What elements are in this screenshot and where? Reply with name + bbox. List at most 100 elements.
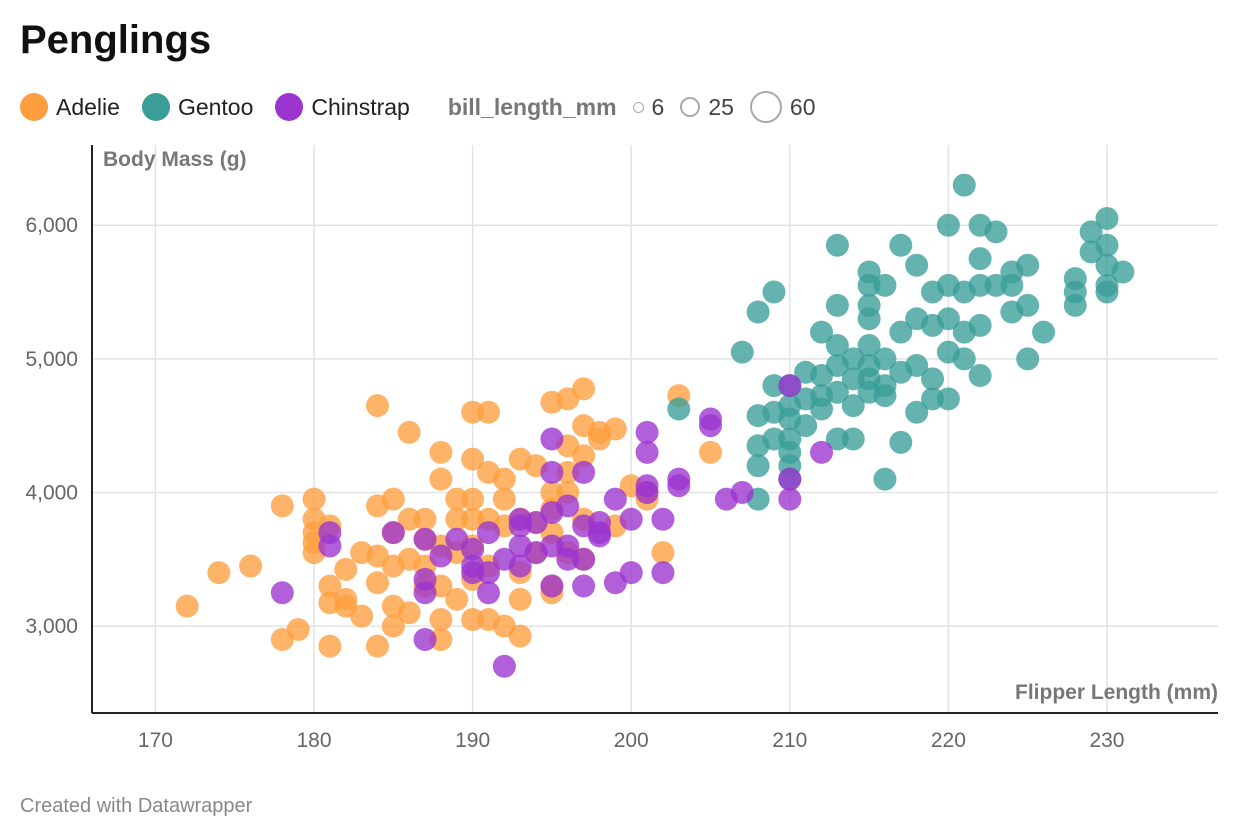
data-point-adelie	[207, 561, 231, 585]
data-point-adelie	[175, 594, 199, 618]
data-point-adelie	[286, 617, 310, 641]
data-point-gentoo	[968, 364, 992, 388]
data-point-adelie	[365, 634, 389, 658]
size-legend-item-small: 6	[632, 94, 664, 121]
data-point-gentoo	[825, 233, 849, 257]
legend-swatch-gentoo	[141, 93, 170, 121]
data-point-adelie	[508, 587, 532, 611]
data-point-adelie	[397, 507, 421, 531]
data-point-adelie	[413, 507, 437, 531]
x-axis-title: Flipper Length (mm)	[1015, 681, 1218, 704]
data-point-chinstrap	[508, 554, 532, 578]
size-legend-label-medium: 25	[708, 93, 734, 120]
data-point-chinstrap	[587, 521, 611, 545]
data-point-adelie	[429, 467, 453, 491]
data-point-gentoo	[841, 427, 865, 451]
data-point-gentoo	[968, 247, 992, 271]
y-tick-label: 5,000	[25, 348, 78, 371]
data-point-chinstrap	[635, 420, 659, 444]
y-tick-label: 4,000	[25, 481, 78, 504]
data-point-gentoo	[667, 397, 691, 421]
data-point-adelie	[461, 447, 485, 471]
data-point-adelie	[540, 480, 564, 504]
data-point-chinstrap	[476, 561, 500, 585]
data-point-gentoo	[762, 427, 786, 451]
data-point-gentoo	[1063, 293, 1087, 317]
data-point-gentoo	[889, 320, 913, 344]
data-point-gentoo	[825, 333, 849, 357]
x-tick-label: 230	[1089, 729, 1124, 752]
data-point-chinstrap	[540, 574, 564, 598]
x-tick-label: 200	[614, 729, 649, 752]
data-point-gentoo	[1095, 280, 1119, 304]
data-point-adelie	[461, 607, 485, 631]
data-point-adelie	[365, 394, 389, 418]
data-point-gentoo	[810, 397, 834, 421]
data-point-gentoo	[810, 320, 834, 344]
legend-swatch-chinstrap	[275, 93, 304, 121]
data-point-adelie	[492, 467, 516, 491]
data-point-chinstrap	[778, 374, 802, 398]
data-point-adelie	[461, 400, 485, 424]
data-point-gentoo	[968, 273, 992, 297]
data-point-gentoo	[936, 213, 960, 237]
data-point-gentoo	[1032, 320, 1056, 344]
legend-label-gentoo: Gentoo	[177, 93, 254, 120]
y-axis-title: Body Mass (g)	[103, 148, 247, 171]
data-point-adelie	[556, 460, 580, 484]
data-point-chinstrap	[429, 544, 453, 568]
data-point-gentoo	[841, 367, 865, 391]
data-point-gentoo	[1000, 273, 1024, 297]
data-point-gentoo	[952, 173, 976, 197]
chart-title: Penglings	[20, 18, 212, 62]
data-point-adelie	[270, 494, 294, 518]
data-point-chinstrap	[413, 627, 437, 651]
data-point-adelie	[429, 627, 453, 651]
legend-item-gentoo[interactable]: Gentoo	[141, 93, 254, 121]
x-tick-label: 180	[297, 729, 332, 752]
data-point-adelie	[476, 400, 500, 424]
y-tick-label: 6,000	[25, 214, 78, 237]
data-point-adelie	[397, 601, 421, 625]
data-point-gentoo	[730, 340, 754, 364]
data-point-gentoo	[1095, 233, 1119, 257]
data-point-adelie	[381, 614, 405, 638]
data-point-gentoo	[1095, 207, 1119, 231]
data-point-chinstrap	[270, 581, 294, 605]
data-point-adelie	[445, 487, 469, 511]
data-point-chinstrap	[556, 494, 580, 518]
data-point-chinstrap	[461, 537, 485, 561]
data-point-gentoo	[794, 414, 818, 438]
legend-swatch-adelie	[20, 93, 48, 121]
data-point-chinstrap	[730, 480, 754, 504]
footer-credit: Created with Datawrapper	[20, 795, 253, 817]
data-point-gentoo	[762, 280, 786, 304]
data-point-gentoo	[1016, 293, 1040, 317]
data-point-gentoo	[857, 333, 881, 357]
data-point-gentoo	[936, 307, 960, 331]
legend-item-chinstrap[interactable]: Chinstrap	[275, 93, 410, 121]
data-point-gentoo	[873, 273, 897, 297]
data-point-chinstrap	[413, 581, 437, 605]
data-point-gentoo	[905, 253, 929, 277]
data-point-gentoo	[1016, 347, 1040, 371]
legend-item-adelie[interactable]: Adelie	[20, 93, 120, 121]
data-point-gentoo	[1111, 260, 1135, 284]
data-point-chinstrap	[667, 474, 691, 498]
data-point-adelie	[381, 487, 405, 511]
data-point-chinstrap	[651, 507, 675, 531]
size-legend-label-large: 60	[789, 93, 816, 120]
data-point-adelie	[445, 587, 469, 611]
data-point-adelie	[461, 507, 485, 531]
data-point-adelie	[429, 440, 453, 464]
data-point-chinstrap	[318, 534, 342, 558]
data-point-gentoo	[857, 273, 881, 297]
data-point-gentoo	[1016, 253, 1040, 277]
legend: Adelie Gentoo Chinstrap bill_length_mm 6…	[20, 90, 832, 124]
data-point-gentoo	[936, 387, 960, 411]
x-tick-label: 220	[931, 729, 966, 752]
data-point-adelie	[239, 554, 263, 578]
size-circle-medium-icon	[680, 97, 701, 117]
data-point-adelie	[350, 604, 374, 628]
legend-label-adelie: Adelie	[56, 93, 120, 120]
